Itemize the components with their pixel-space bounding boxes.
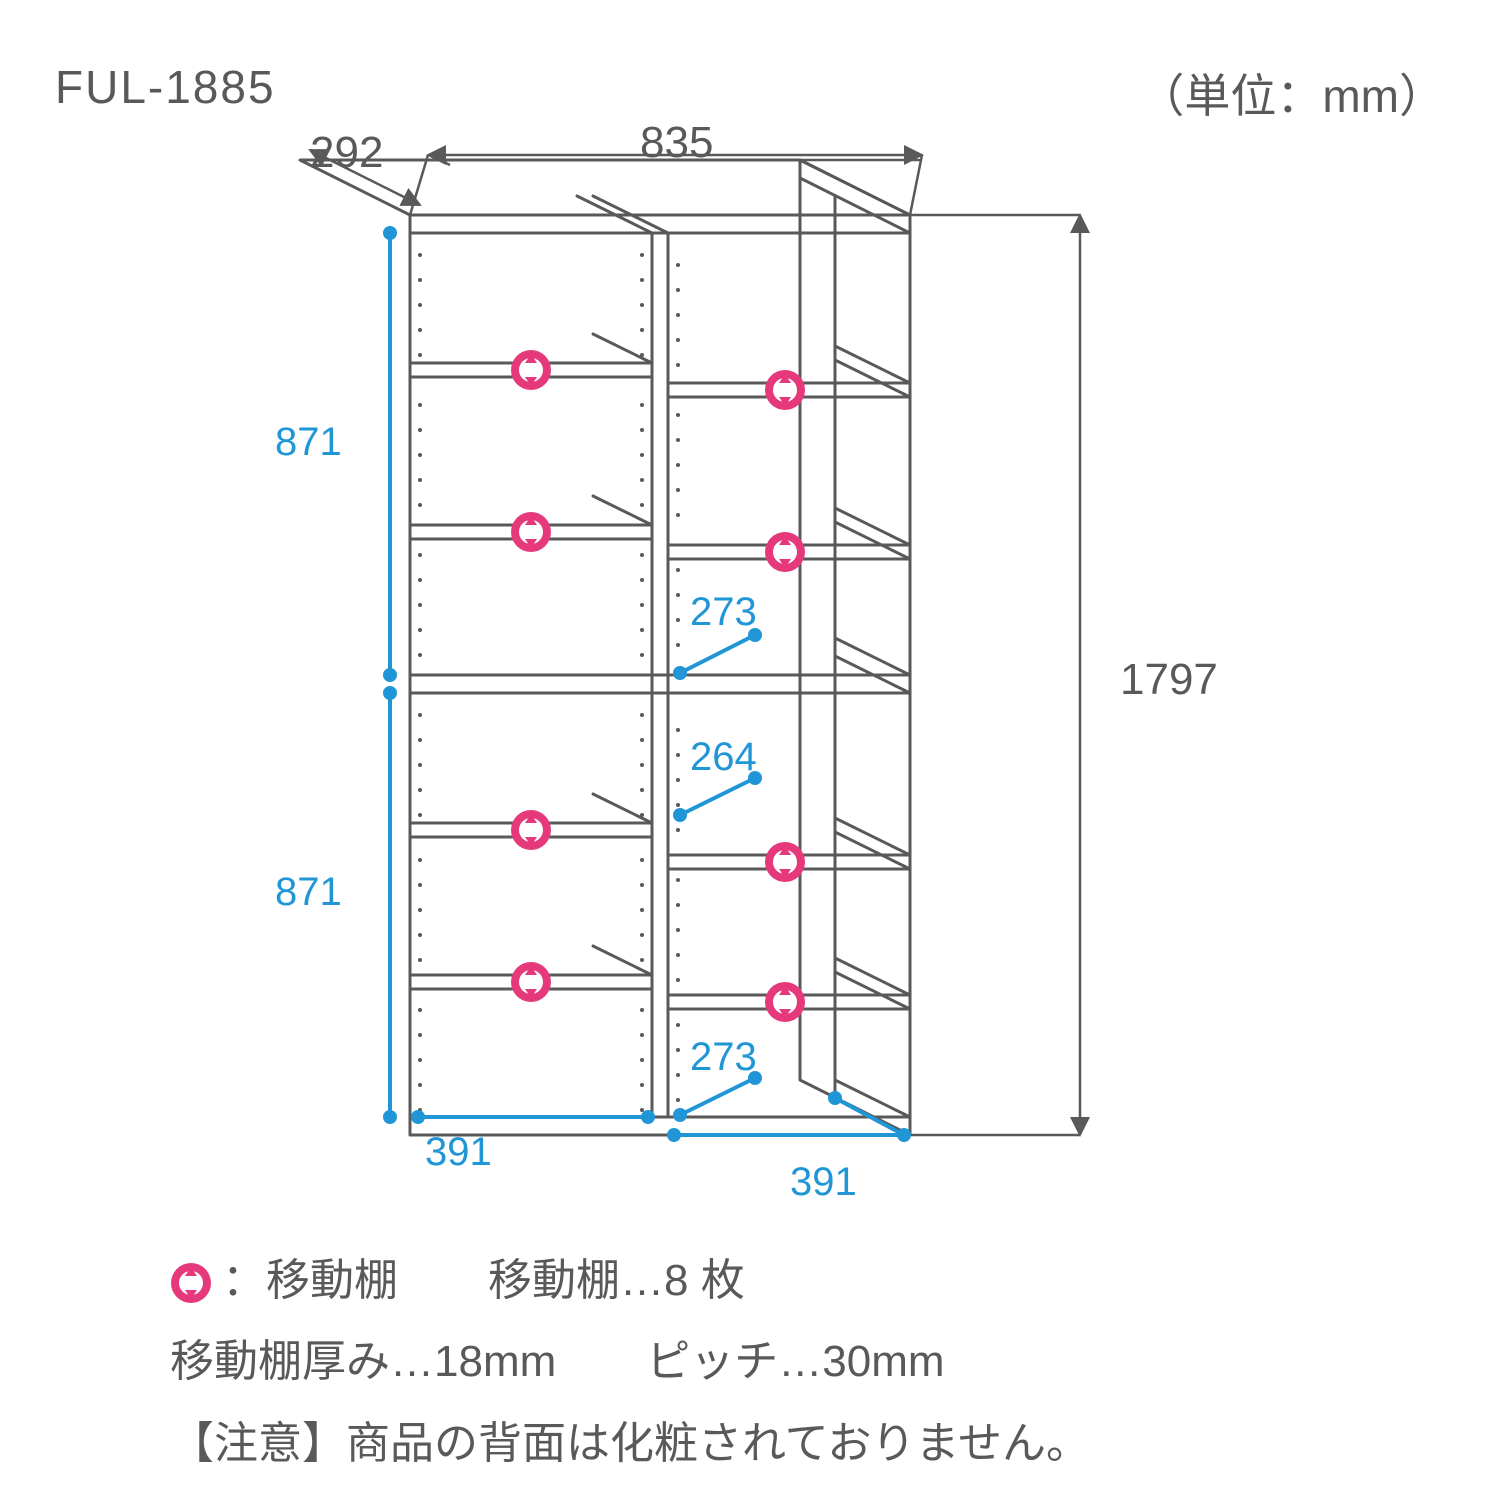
movable-shelf-icon [170, 1262, 212, 1304]
legend-count: 移動棚…8 枚 [488, 1240, 745, 1321]
model-code: FUL-1885 [55, 60, 276, 114]
legend-thickness: 移動棚厚み…18mm [170, 1321, 556, 1402]
legend-icon-label: ：移動棚 [222, 1256, 398, 1305]
legend-pitch: ピッチ…30mm [646, 1321, 944, 1402]
legend: ：移動棚 移動棚…8 枚 移動棚厚み…18mm ピッチ…30mm 【注意】商品の… [170, 1240, 1410, 1484]
shelf-drawing [250, 115, 1250, 1215]
legend-caution: 【注意】商品の背面は化粧されておりません。 [170, 1403, 1410, 1484]
movable-markers [511, 350, 805, 1022]
